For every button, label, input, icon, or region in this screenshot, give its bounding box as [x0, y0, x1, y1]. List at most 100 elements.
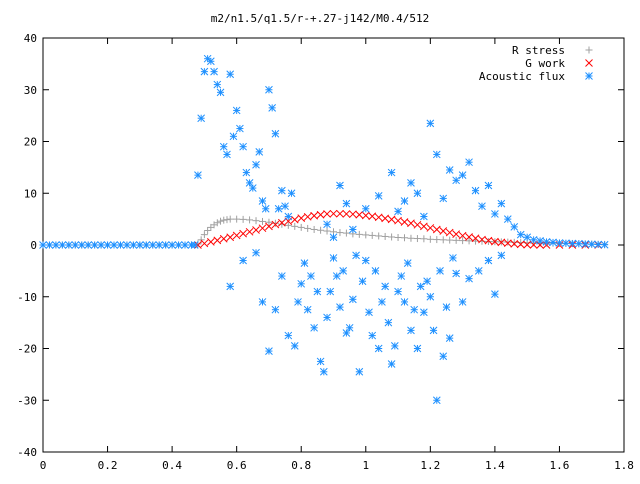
data-point — [394, 207, 402, 216]
data-point — [426, 119, 435, 128]
data-point — [420, 222, 428, 231]
data-point — [439, 352, 448, 361]
y-tick-label: 30 — [24, 84, 37, 97]
data-point — [504, 238, 512, 246]
data-point — [365, 308, 373, 317]
data-point — [258, 298, 267, 306]
data-point — [168, 241, 176, 249]
data-point — [458, 298, 467, 306]
data-point — [271, 220, 280, 229]
data-point — [284, 221, 292, 229]
data-point — [484, 256, 493, 265]
data-point — [471, 234, 480, 243]
data-point — [135, 241, 144, 249]
data-point — [58, 241, 67, 249]
data-point — [439, 236, 447, 244]
data-point — [252, 248, 260, 257]
data-point — [248, 184, 257, 192]
data-point — [52, 241, 60, 249]
data-point — [378, 298, 386, 306]
data-point — [323, 227, 331, 235]
data-point — [387, 168, 396, 177]
data-point — [401, 234, 409, 242]
data-point — [381, 214, 389, 223]
x-tick-label: 1.6 — [550, 459, 570, 472]
data-point — [278, 272, 286, 280]
x-tick-label: 1.8 — [614, 459, 634, 472]
data-point — [459, 237, 467, 245]
data-point — [413, 220, 422, 229]
data-point — [420, 235, 428, 243]
data-point — [349, 295, 357, 304]
data-point — [374, 213, 383, 222]
data-point — [258, 217, 266, 225]
data-point — [278, 218, 286, 227]
data-point — [465, 237, 473, 245]
data-point — [268, 104, 277, 112]
data-point — [271, 219, 279, 227]
data-point — [336, 229, 344, 237]
data-point — [39, 241, 47, 249]
data-point — [226, 282, 235, 291]
data-point — [594, 240, 603, 249]
data-point — [394, 216, 402, 225]
x-tick-label: 0.8 — [291, 459, 311, 472]
y-tick-label: -30 — [17, 394, 37, 407]
chart-title: m2/n1.5/q1.5/r-+.27-j142/M0.4/512 — [211, 12, 430, 25]
data-point — [284, 331, 293, 340]
data-point — [381, 232, 389, 240]
data-point — [336, 303, 344, 311]
data-point — [439, 194, 448, 203]
data-point — [255, 147, 264, 156]
data-point — [181, 241, 189, 249]
data-point — [97, 241, 105, 249]
data-marks — [39, 54, 609, 405]
data-point — [452, 230, 461, 238]
data-point — [465, 274, 473, 283]
data-point — [233, 215, 241, 223]
data-point — [536, 237, 544, 245]
data-point — [329, 254, 338, 262]
data-point — [426, 224, 435, 232]
data-point — [219, 234, 228, 243]
data-point — [84, 241, 93, 249]
data-point — [290, 215, 299, 224]
data-point — [484, 236, 493, 245]
data-point — [226, 233, 235, 242]
data-point — [239, 215, 247, 223]
data-point — [329, 209, 338, 218]
data-point — [433, 236, 441, 244]
data-point — [206, 238, 215, 246]
data-point — [239, 229, 247, 238]
x-tick-label: 0.2 — [98, 459, 118, 472]
data-point — [445, 166, 454, 174]
data-point — [432, 396, 441, 405]
data-point — [352, 251, 360, 260]
y-tick-label: 10 — [24, 187, 37, 200]
data-point — [265, 222, 273, 231]
data-point — [246, 216, 254, 224]
data-point — [316, 357, 325, 366]
legend-marker — [585, 46, 593, 54]
x-tick-label: 1 — [362, 459, 369, 472]
data-point — [510, 240, 519, 248]
data-point — [313, 287, 322, 296]
data-point — [465, 233, 473, 241]
data-point — [307, 272, 315, 280]
data-point — [339, 267, 348, 275]
data-point — [265, 347, 273, 355]
data-point — [71, 241, 80, 249]
data-point — [297, 223, 305, 231]
data-point — [206, 57, 215, 66]
data-point — [317, 226, 325, 234]
data-point — [297, 279, 306, 288]
data-point — [439, 227, 448, 235]
data-point — [407, 326, 415, 335]
data-point — [529, 235, 538, 244]
data-point — [400, 197, 409, 205]
data-point — [484, 237, 492, 245]
data-point — [420, 212, 428, 221]
data-point — [523, 240, 532, 249]
data-point — [265, 218, 273, 226]
